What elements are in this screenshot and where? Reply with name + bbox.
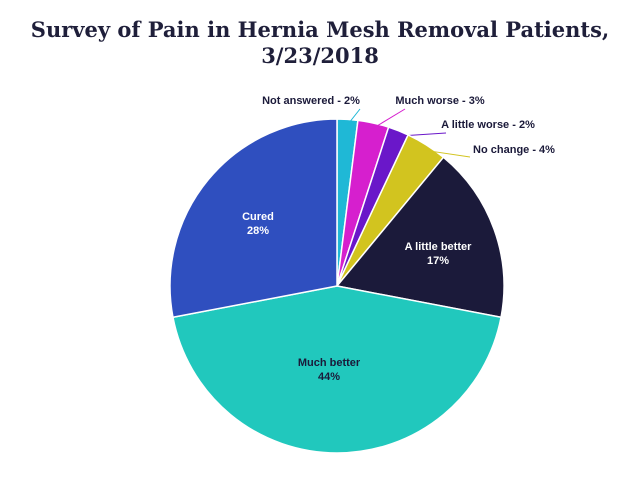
slice-label-no-change: No change - 4% <box>473 144 555 156</box>
pie-slice-cured <box>169 118 338 319</box>
slice-label-much-worse: Much worse - 3% <box>395 95 484 107</box>
leader-line-not-answered <box>346 108 361 126</box>
slice-label-much-better: Much better 44% <box>298 357 361 383</box>
pie-slice-a-little-better <box>335 156 505 319</box>
leader-line-a-little-worse <box>396 132 447 137</box>
slice-label-cured: Cured 28% <box>242 211 274 237</box>
chart-title-line-1: Survey of Pain in Hernia Mesh Removal Pa… <box>30 17 610 42</box>
leader-line-much-worse <box>371 108 406 130</box>
slice-label-a-little-worse: A little worse - 2% <box>441 119 535 131</box>
pie-slice-much-better <box>172 285 502 454</box>
slice-label-a-little-better: A little better 17% <box>405 241 473 267</box>
leader-line-no-change <box>423 149 471 158</box>
chart-title-line-2: 3/23/2018 <box>261 43 379 68</box>
slice-label-not-answered: Not answered - 2% <box>262 95 360 107</box>
